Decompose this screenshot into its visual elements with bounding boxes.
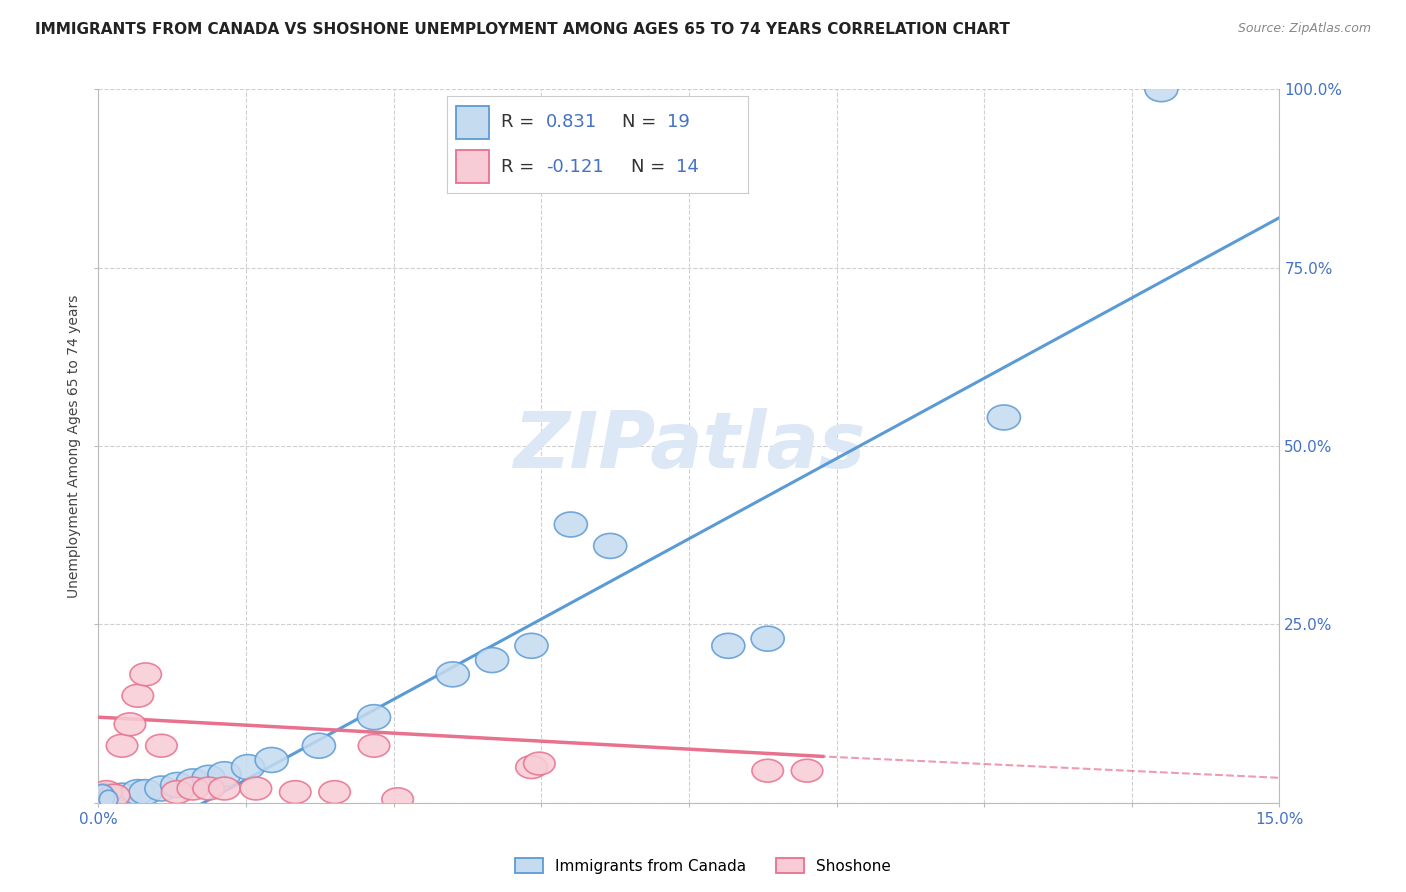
Text: Source: ZipAtlas.com: Source: ZipAtlas.com — [1237, 22, 1371, 36]
Text: IMMIGRANTS FROM CANADA VS SHOSHONE UNEMPLOYMENT AMONG AGES 65 TO 74 YEARS CORREL: IMMIGRANTS FROM CANADA VS SHOSHONE UNEMP… — [35, 22, 1010, 37]
Y-axis label: Unemployment Among Ages 65 to 74 years: Unemployment Among Ages 65 to 74 years — [67, 294, 82, 598]
Point — [91, 789, 114, 803]
Text: ZIPatlas: ZIPatlas — [513, 408, 865, 484]
Legend: Immigrants from Canada, Shoshone: Immigrants from Canada, Shoshone — [509, 852, 897, 880]
Point — [97, 792, 120, 806]
